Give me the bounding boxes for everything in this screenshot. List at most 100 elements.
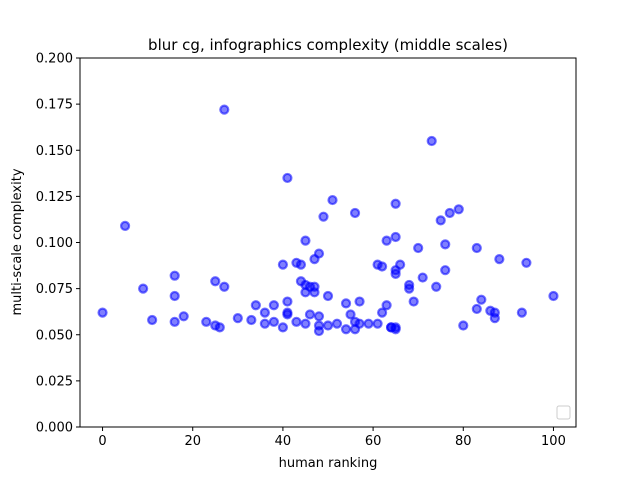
data-point bbox=[282, 296, 293, 307]
data-point bbox=[404, 283, 415, 294]
data-point bbox=[395, 259, 406, 270]
data-point bbox=[232, 313, 243, 324]
data-point bbox=[354, 318, 365, 329]
data-point bbox=[300, 318, 311, 329]
x-tick-label: 100 bbox=[541, 434, 566, 449]
data-point bbox=[390, 198, 401, 209]
data-point bbox=[489, 313, 500, 324]
data-point bbox=[282, 172, 293, 184]
data-point bbox=[548, 290, 559, 302]
data-point bbox=[300, 235, 311, 246]
data-point bbox=[440, 265, 451, 276]
data-point bbox=[431, 281, 442, 292]
plot-frame bbox=[79, 57, 577, 428]
x-axis-ticks: 0 20 40 60 80 100 bbox=[98, 427, 566, 449]
y-tick-label: 0.175 bbox=[36, 98, 73, 113]
legend-box bbox=[556, 405, 571, 420]
y-axis-ticks: 0.000 0.025 0.050 0.075 0.100 0.125 0.150 0.175… bbox=[36, 52, 80, 436]
data-point bbox=[331, 318, 343, 329]
data-point bbox=[259, 307, 270, 318]
y-tick-label: 0.100 bbox=[36, 236, 73, 251]
data-point bbox=[259, 318, 270, 329]
data-point bbox=[277, 322, 289, 333]
data-point bbox=[377, 307, 388, 318]
data-point bbox=[471, 303, 482, 315]
data-point bbox=[363, 318, 374, 329]
data-point bbox=[322, 320, 334, 331]
data-point bbox=[304, 309, 316, 320]
data-point bbox=[408, 296, 419, 307]
data-point bbox=[340, 324, 352, 335]
data-point bbox=[291, 316, 302, 327]
data-point bbox=[476, 294, 487, 305]
data-point bbox=[169, 290, 180, 302]
data-point bbox=[210, 276, 221, 287]
x-tick-label: 60 bbox=[365, 434, 382, 449]
data-point bbox=[219, 281, 230, 292]
data-point bbox=[295, 259, 307, 270]
data-point bbox=[458, 320, 469, 331]
data-point bbox=[138, 283, 149, 294]
data-point bbox=[313, 311, 325, 322]
data-point bbox=[119, 220, 131, 231]
data-point bbox=[381, 300, 392, 311]
x-tick-label: 0 bbox=[98, 434, 106, 449]
x-tick-label: 80 bbox=[455, 434, 472, 449]
data-point bbox=[340, 298, 352, 309]
data-point bbox=[327, 194, 338, 206]
data-point bbox=[471, 242, 482, 254]
data-point bbox=[444, 207, 455, 219]
data-point bbox=[372, 318, 383, 329]
data-point bbox=[268, 300, 279, 311]
data-point bbox=[377, 261, 388, 272]
data-point bbox=[277, 259, 289, 270]
data-points bbox=[97, 104, 559, 337]
data-point bbox=[214, 322, 225, 333]
data-point bbox=[521, 257, 532, 268]
data-point bbox=[390, 268, 401, 279]
y-tick-label: 0.125 bbox=[36, 190, 73, 205]
plot-area bbox=[80, 58, 576, 427]
data-point bbox=[381, 235, 392, 246]
data-point bbox=[282, 309, 293, 320]
data-point bbox=[250, 300, 261, 311]
data-point bbox=[516, 307, 527, 318]
data-point bbox=[435, 215, 446, 226]
data-point bbox=[169, 316, 180, 327]
data-point bbox=[426, 135, 437, 147]
data-point bbox=[417, 272, 428, 283]
data-point bbox=[354, 296, 365, 307]
data-point bbox=[318, 211, 329, 222]
data-point bbox=[169, 270, 180, 281]
y-tick-label: 0.000 bbox=[36, 421, 73, 436]
y-tick-label: 0.050 bbox=[36, 328, 73, 343]
data-point bbox=[97, 307, 108, 318]
data-point bbox=[349, 207, 361, 219]
data-point bbox=[268, 316, 279, 327]
data-point bbox=[313, 248, 325, 259]
data-point bbox=[147, 314, 158, 326]
data-point bbox=[219, 104, 230, 115]
y-tick-label: 0.075 bbox=[36, 282, 73, 297]
data-point bbox=[390, 324, 401, 335]
y-tick-label: 0.150 bbox=[36, 144, 73, 159]
data-point bbox=[313, 325, 325, 337]
data-point bbox=[440, 239, 451, 250]
data-point bbox=[322, 290, 334, 302]
x-tick-label: 40 bbox=[275, 434, 292, 449]
data-point bbox=[494, 254, 505, 265]
data-point bbox=[390, 231, 401, 243]
data-point bbox=[413, 242, 424, 254]
y-axis-label: multi-scale complexity bbox=[10, 168, 25, 315]
x-tick-label: 20 bbox=[184, 434, 201, 449]
chart-title: blur cg, infographics complexity (middle… bbox=[148, 36, 508, 54]
x-axis-label: human ranking bbox=[279, 456, 378, 471]
data-point bbox=[178, 311, 189, 322]
y-tick-label: 0.025 bbox=[36, 374, 73, 389]
data-point bbox=[309, 287, 320, 298]
data-point bbox=[201, 316, 212, 327]
data-point bbox=[246, 314, 257, 326]
data-point bbox=[345, 309, 356, 320]
y-tick-label: 0.200 bbox=[36, 52, 73, 67]
